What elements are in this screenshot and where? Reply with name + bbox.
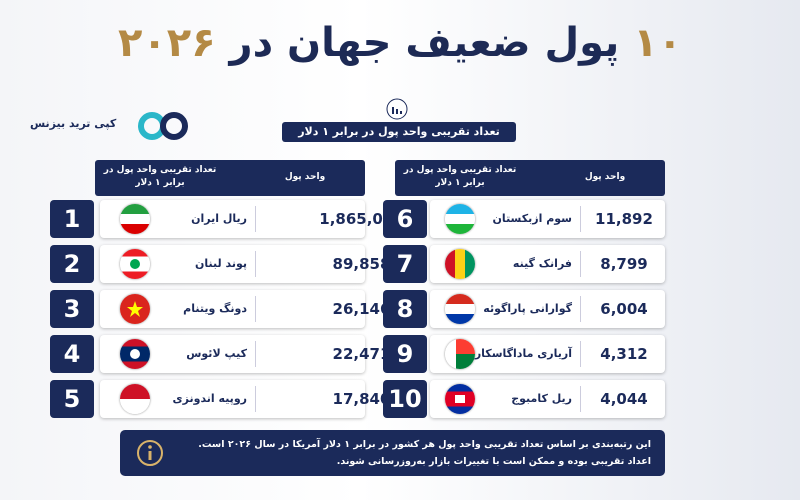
flag — [445, 249, 475, 279]
separator — [255, 251, 256, 277]
currency-name: روپیه اندونزی — [172, 392, 247, 405]
header-cell: واحد پول — [284, 172, 326, 182]
flag — [120, 339, 150, 369]
rank: 6 — [383, 200, 427, 238]
title-year: ۲۰۲۶ — [117, 20, 216, 66]
flag — [120, 294, 150, 324]
separator — [580, 386, 581, 412]
currency-name: سوم ازبکستان — [492, 212, 572, 225]
flag — [445, 384, 475, 414]
subtitle: تعداد تقریبی واحد پول در برابر ۱ دلار — [282, 122, 516, 142]
table-row: ریال ایران 1,865,000 — [100, 200, 404, 238]
header-cell: تعداد تقریبی واحد پول در برابر ۱ دلار — [403, 165, 517, 188]
flag — [445, 339, 475, 369]
currency-name: گوارانی پاراگوئه — [483, 302, 572, 315]
table-row: سوم ازبکستان 11,892 — [430, 200, 665, 238]
footer-line: اعداد تقریبی بوده و ممکن است با تغییرات … — [336, 456, 651, 467]
currency-value: 4,044 — [600, 390, 648, 408]
currency-name: پوند لبنان — [195, 257, 247, 270]
separator — [580, 296, 581, 322]
currency-value: 4,312 — [600, 345, 648, 363]
rank: 2 — [50, 245, 94, 283]
flag — [445, 294, 475, 324]
currency-name: آریاری ماداگاسکار — [474, 347, 572, 360]
currency-value: 8,799 — [600, 255, 648, 273]
logo-text: کپی ترید بیزنس — [30, 117, 117, 130]
table-row: پوند لبنان 89,858 — [100, 245, 390, 283]
footer: این رتبه‌بندی بر اساس تعداد تقریبی واحد … — [120, 430, 665, 476]
rank: 7 — [383, 245, 427, 283]
footer-line: این رتبه‌بندی بر اساس تعداد تقریبی واحد … — [198, 439, 651, 450]
separator — [580, 206, 581, 232]
currency-name: کیپ لائوس — [186, 347, 247, 360]
separator — [255, 206, 256, 232]
separator — [580, 251, 581, 277]
flag — [445, 204, 475, 234]
currency-value: 22,471 — [332, 345, 391, 363]
table-row: فرانک گینه 8,799 — [430, 245, 665, 283]
separator — [255, 341, 256, 367]
rank: 8 — [383, 290, 427, 328]
currency-name: دونگ ویتنام — [183, 302, 247, 315]
rank: 10 — [383, 380, 427, 418]
table-header: تعداد تقریبی واحد پول در برابر ۱ دلار واح… — [95, 160, 365, 196]
table-header: تعداد تقریبی واحد پول در برابر ۱ دلار واح… — [395, 160, 665, 196]
table-row: کیپ لائوس 22,471 — [100, 335, 390, 373]
currency-value: 11,892 — [595, 210, 653, 228]
currency-value: 1,865,000 — [319, 210, 404, 228]
currency-value: 89,858 — [332, 255, 391, 273]
currency-value: 6,004 — [600, 300, 648, 318]
info-icon — [137, 440, 163, 466]
currency-name: ریال ایران — [191, 212, 247, 225]
rank: 9 — [383, 335, 427, 373]
rank: 3 — [50, 290, 94, 328]
rank: 1 — [50, 200, 94, 238]
currency-name: فرانک گینه — [512, 257, 572, 270]
title-text: پول ضعیف جهان در — [229, 20, 620, 66]
header-cell: تعداد تقریبی واحد پول در برابر ۱ دلار — [103, 165, 217, 188]
separator — [580, 341, 581, 367]
table-row: ریل کامبوج 4,044 — [430, 380, 665, 418]
rank: 4 — [50, 335, 94, 373]
flag — [120, 384, 150, 414]
title-number: ۱۰ — [633, 20, 683, 66]
table-row: آریاری ماداگاسکار 4,312 — [430, 335, 665, 373]
header-cell: واحد پول — [584, 172, 626, 182]
flag — [120, 249, 150, 279]
logo-icon — [138, 112, 188, 140]
currency-value: 17,840 — [332, 390, 391, 408]
table-row: گوارانی پاراگوئه 6,004 — [430, 290, 665, 328]
rank: 5 — [50, 380, 94, 418]
separator — [255, 296, 256, 322]
title: ۱۰ پول ضعیف جهان در ۲۰۲۶ — [0, 20, 800, 66]
separator — [255, 386, 256, 412]
chart-icon — [386, 98, 408, 120]
currency-name: ریل کامبوج — [511, 392, 572, 405]
currency-value: 26,146 — [332, 300, 391, 318]
table-row: روپیه اندونزی 17,840 — [100, 380, 390, 418]
table-row: دونگ ویتنام 26,146 — [100, 290, 390, 328]
flag — [120, 204, 150, 234]
